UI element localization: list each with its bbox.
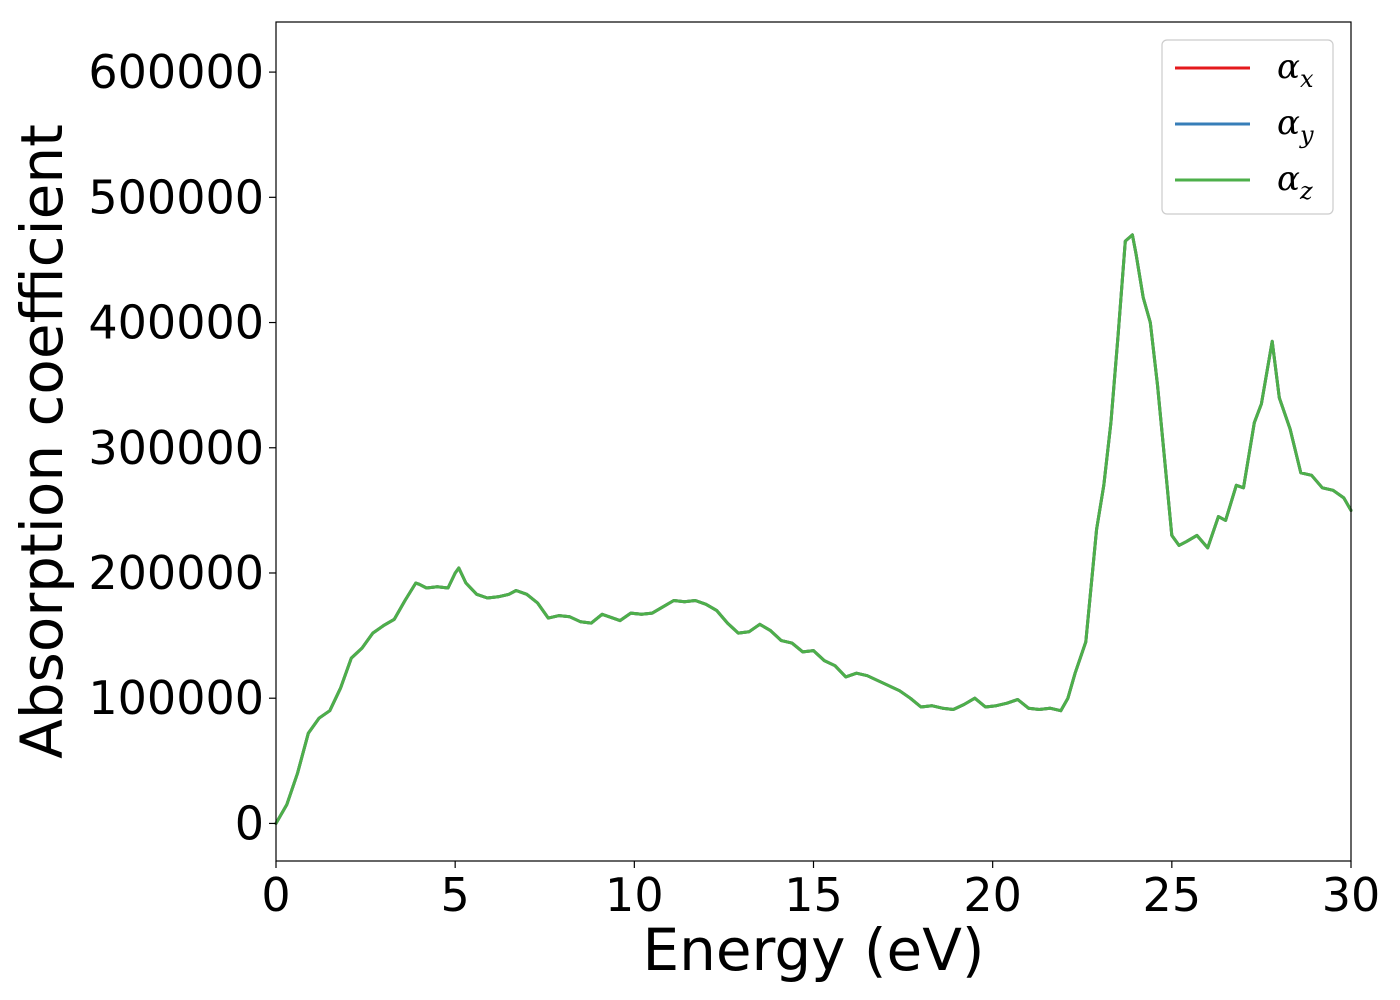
x-axis-ticks: 0 5 10 15 20 25 30	[261, 861, 1380, 922]
series-line-y	[274, 233, 1353, 825]
series-layer	[274, 233, 1353, 825]
legend-symbol: α	[1277, 47, 1300, 87]
x-tick-label: 0	[261, 868, 290, 922]
legend-subscript: z	[1299, 177, 1313, 205]
y-tick-label: 600000	[88, 45, 264, 99]
legend-symbol: α	[1277, 159, 1300, 199]
y-tick-label: 300000	[88, 421, 264, 475]
legend-label-y: αy	[1277, 103, 1314, 149]
legend-symbol: α	[1277, 103, 1300, 143]
legend-label-x: αx	[1277, 47, 1314, 93]
series-line-z	[274, 233, 1353, 825]
legend-box	[1161, 39, 1334, 215]
y-tick-label: 100000	[88, 671, 264, 725]
legend-label-z: αz	[1277, 159, 1313, 205]
x-tick-label: 20	[963, 868, 1022, 922]
x-tick-label: 25	[1143, 868, 1202, 922]
series-line-x	[274, 233, 1353, 825]
y-tick-label: 0	[235, 796, 264, 850]
y-tick-label: 400000	[88, 296, 264, 350]
legend-subscript: y	[1299, 121, 1314, 149]
legend-subscript: x	[1300, 65, 1314, 93]
y-axis-ticks: 0 100000 200000 300000 400000 500000 600000	[88, 45, 276, 850]
x-tick-label: 10	[605, 868, 664, 922]
x-tick-label: 5	[441, 868, 470, 922]
x-axis-label: Energy (eV)	[642, 916, 984, 984]
y-axis-label: Absorption coefficient	[8, 124, 76, 759]
x-tick-label: 15	[784, 868, 843, 922]
y-tick-label: 200000	[88, 546, 264, 600]
x-tick-label: 30	[1322, 868, 1381, 922]
y-tick-label: 500000	[88, 170, 264, 224]
